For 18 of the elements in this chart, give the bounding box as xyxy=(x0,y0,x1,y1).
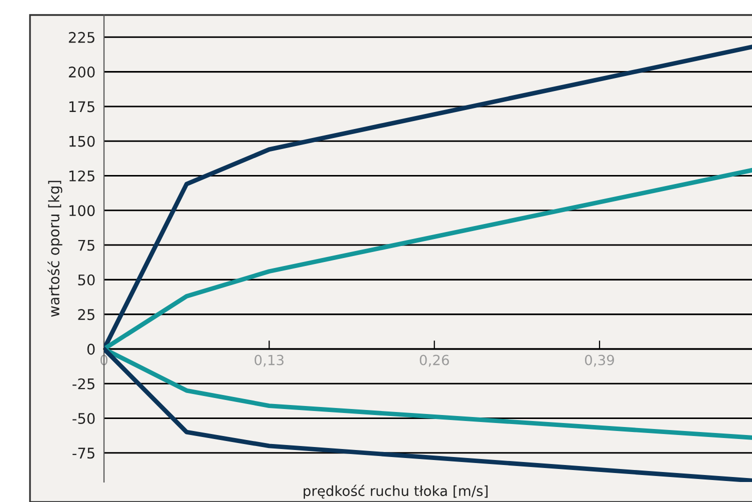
y-tick-label: 150 xyxy=(69,136,95,147)
y-tick-label: 200 xyxy=(68,66,95,78)
y-tick-label: 75 xyxy=(78,240,94,251)
y-tick-label: 225 xyxy=(68,32,94,43)
y-tick-label: 25 xyxy=(78,309,94,320)
y-tick-label: 0 xyxy=(87,344,95,355)
y-tick-label: 100 xyxy=(69,205,95,216)
x-tick-label: 0,39 xyxy=(584,354,614,367)
y-tick-label: -50 xyxy=(72,412,95,424)
y-tick-label: 175 xyxy=(69,101,94,112)
y-tick-label: 50 xyxy=(78,274,95,286)
x-tick-label: 0,13 xyxy=(254,354,284,367)
y-tick-label: 125 xyxy=(69,170,94,182)
y-axis-title: wartość oporu [kg] xyxy=(48,180,62,317)
y-tick-label: -25 xyxy=(72,378,94,390)
x-axis-title: prędkość ruchu tłoka [m/s] xyxy=(304,484,488,499)
y-tick-label: -75 xyxy=(72,448,94,459)
x-tick-label: 0,26 xyxy=(420,354,449,367)
